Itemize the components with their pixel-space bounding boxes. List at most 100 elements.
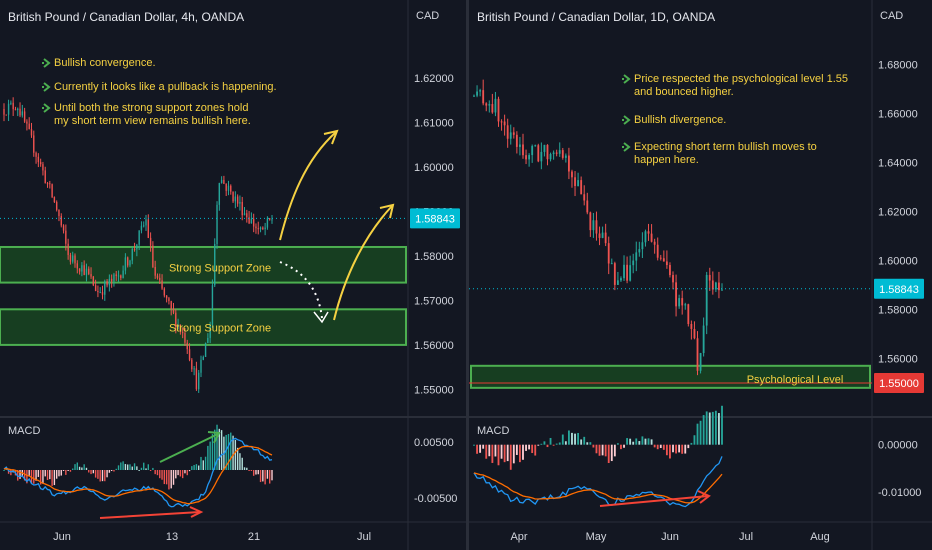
left-macd-histogram-bar	[129, 464, 131, 470]
left-candle-body	[65, 230, 67, 244]
right-candle-body	[687, 304, 690, 325]
left-macd-histogram-bar	[23, 470, 26, 481]
left-macd-histogram-bar	[149, 470, 152, 471]
left-candle-body	[99, 291, 101, 293]
left-macd-histogram-bar	[46, 470, 49, 480]
left-macd-histogram-bar	[72, 468, 74, 470]
left-candle-body	[225, 183, 227, 191]
right-candle-body	[708, 274, 711, 281]
right-candle-body	[699, 353, 702, 371]
left-macd-histogram-bar	[117, 465, 120, 470]
left-candle-body	[239, 201, 241, 204]
left-candle-body	[58, 209, 60, 217]
left-candle-body	[62, 225, 65, 231]
right-price-tick: 1.58000	[878, 304, 918, 316]
right-macd-label: MACD	[477, 425, 509, 437]
right-candle-body	[693, 328, 696, 339]
left-macd-histogram-bar	[195, 464, 198, 470]
left-macd-histogram-bar	[175, 470, 177, 479]
left-macd-histogram-bar	[42, 470, 44, 484]
left-macd-histogram-bar	[28, 470, 30, 477]
right-macd-histogram-bar	[607, 444, 610, 464]
right-candle-body	[711, 280, 714, 290]
left-macd-histogram-bar	[262, 470, 264, 482]
left-macd-histogram-bar	[145, 468, 147, 470]
left-macd-histogram-bar	[259, 470, 262, 483]
right-macd-histogram-bar	[598, 444, 601, 456]
right-price-tick: 1.56000	[878, 353, 918, 365]
left-candle-body	[138, 230, 140, 245]
left-projection-arrow	[279, 131, 337, 241]
left-macd-histogram-bar	[204, 456, 207, 470]
right-macd-histogram-bar	[592, 444, 595, 448]
left-macd-histogram-bar	[90, 470, 92, 475]
right-candle-body	[506, 125, 509, 139]
left-macd-histogram-bar	[65, 470, 67, 475]
right-macd-histogram-bar	[693, 435, 696, 445]
right-macd-histogram-bar	[571, 432, 573, 445]
right-candle-body	[574, 177, 576, 187]
right-macd-histogram-bar	[620, 444, 622, 450]
right-candle-body	[620, 278, 622, 281]
left-macd-histogram-bar	[165, 470, 168, 485]
right-macd-histogram-bar	[675, 444, 677, 454]
right-candle-body	[534, 145, 537, 147]
left-candle-body	[85, 268, 88, 275]
left-price-tick: 1.60000	[414, 162, 454, 174]
right-macd-histogram-bar	[721, 405, 723, 445]
right-macd-histogram-bar	[564, 441, 567, 445]
right-macd-histogram-bar	[500, 444, 503, 459]
right-macd-histogram-bar	[678, 444, 681, 453]
left-macd-histogram-bar	[62, 470, 65, 471]
left-candle-body	[252, 218, 255, 227]
right-macd-histogram-bar	[690, 442, 693, 445]
left-candle-body	[232, 191, 234, 202]
left-candle-body	[154, 266, 156, 276]
right-candle-body	[497, 98, 500, 122]
right-macd-histogram-bar	[656, 444, 659, 450]
left-candle-body	[51, 184, 53, 198]
right-candle-body	[604, 232, 607, 244]
right-time-tick: Jul	[739, 531, 753, 543]
left-signal-line	[3, 445, 273, 505]
left-macd-histogram-bar	[44, 470, 46, 477]
right-candle-body	[519, 144, 521, 147]
right-macd-histogram-bar	[595, 444, 598, 454]
right-macd-histogram-bar	[552, 444, 555, 446]
left-candle-body	[37, 156, 40, 163]
left-annotation-bullet-icon	[42, 82, 51, 92]
right-candle-body	[577, 180, 580, 187]
left-candle-body	[188, 349, 191, 360]
right-macd-histogram-bar	[537, 444, 540, 446]
left-candle-body	[149, 237, 152, 246]
right-macd-histogram-bar	[604, 444, 607, 457]
right-price-tick: 1.66000	[878, 108, 918, 120]
right-candle-body	[641, 242, 644, 250]
right-price-tick: 1.60000	[878, 255, 918, 267]
right-candle-body	[696, 338, 699, 371]
left-macd-histogram-bar	[230, 432, 232, 470]
right-macd-histogram-bar	[491, 444, 494, 463]
left-pullback-arrowhead	[313, 311, 329, 324]
left-candle-body	[92, 276, 95, 286]
left-macd-histogram-bar	[193, 464, 195, 470]
left-macd-histogram-bar	[170, 470, 172, 489]
left-price-tick: 1.58000	[414, 251, 454, 263]
left-macd-tick: -0.00500	[414, 493, 457, 505]
right-macd-histogram-bar	[684, 444, 687, 454]
left-macd-histogram-bar	[81, 467, 83, 470]
right-time-tick: May	[586, 531, 607, 543]
right-macd-histogram-bar	[555, 443, 558, 445]
left-macd-histogram-bar	[218, 428, 221, 470]
left-candle-body	[126, 257, 129, 266]
left-pullback-dotted-arrow	[279, 261, 323, 319]
right-macd-histogram-bar	[610, 444, 613, 462]
left-candle-body	[266, 218, 269, 228]
left-candle-body	[257, 228, 259, 230]
right-macd-histogram-bar	[534, 444, 537, 456]
right-macd-histogram-bar	[641, 436, 644, 445]
left-candle-body	[76, 263, 78, 269]
left-candle-body	[33, 135, 35, 153]
left-macd-histogram-bar	[232, 435, 234, 470]
right-candle-body	[476, 91, 478, 96]
